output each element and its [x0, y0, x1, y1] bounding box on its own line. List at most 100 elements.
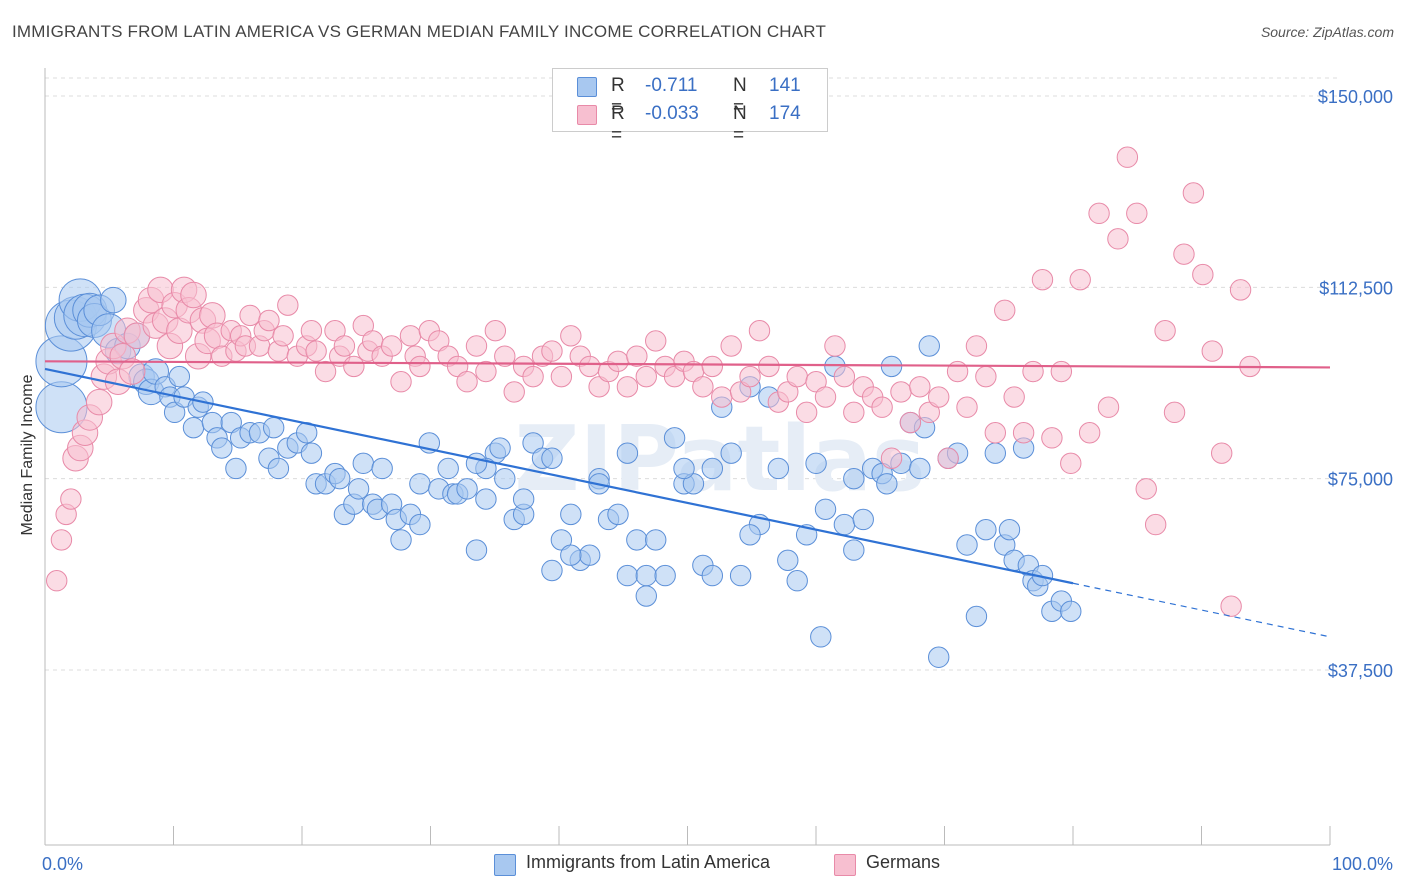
pink-point: [522, 365, 544, 388]
pink-point: [965, 335, 988, 357]
blue-point: [456, 478, 478, 500]
pink-point: [1097, 396, 1120, 418]
pink-point: [85, 388, 113, 416]
pink-point: [1107, 228, 1129, 250]
blue-point: [100, 286, 127, 314]
blue-point: [409, 473, 431, 495]
pink-point: [711, 386, 733, 408]
blue-point: [329, 467, 351, 490]
pink-point: [494, 345, 516, 367]
pink-point: [758, 355, 780, 378]
pink-point: [1229, 279, 1252, 301]
blue-point: [225, 457, 247, 480]
blue-point: [673, 457, 695, 480]
pink-point: [786, 365, 808, 388]
blue-point: [512, 488, 535, 510]
pink-point: [475, 360, 497, 383]
pink-point: [880, 447, 903, 469]
pink-point: [578, 355, 601, 378]
blue-point: [645, 529, 667, 551]
blue-point: [663, 427, 686, 449]
blue-point: [843, 467, 865, 490]
blue-point: [682, 473, 705, 495]
watermark: ZIPatlas: [514, 407, 925, 512]
blue-point: [390, 529, 412, 551]
blue-point: [975, 518, 997, 541]
blue-point: [984, 442, 1007, 464]
pink-point: [560, 325, 582, 347]
blue-point: [635, 564, 657, 587]
pink-point: [701, 355, 724, 378]
blue-point: [777, 549, 799, 572]
pink-point: [814, 386, 837, 408]
blue-trend-line: [44, 367, 1074, 585]
blue-point: [475, 488, 497, 510]
pink-point: [343, 355, 365, 378]
pink-point: [899, 411, 922, 434]
blue-point: [541, 447, 563, 469]
pink-point: [324, 320, 346, 342]
blue-point: [1060, 600, 1082, 623]
blue-point: [635, 585, 657, 607]
pink-point: [937, 447, 959, 469]
pink-point: [607, 350, 629, 373]
blue-point: [163, 401, 186, 424]
pink-point: [748, 320, 771, 342]
blue-point: [876, 473, 898, 495]
blue-point: [810, 626, 832, 648]
pink-point: [795, 401, 818, 424]
pink-point: [1069, 268, 1091, 291]
blue-point: [489, 437, 511, 459]
pink-point: [1135, 478, 1157, 500]
blue-point: [465, 539, 488, 561]
blue-point: [616, 564, 639, 587]
pink-point: [1182, 182, 1205, 204]
pink-point: [118, 358, 146, 385]
pink-point: [1116, 146, 1139, 168]
legend-immigrants: Immigrants from Latin America: [526, 852, 771, 872]
blue-point: [616, 442, 639, 464]
pink-point: [305, 340, 327, 362]
pink-point: [975, 365, 997, 388]
pink-point: [946, 360, 969, 383]
series-legend: Immigrants from Latin America Germans: [0, 852, 1406, 878]
pink-point: [456, 371, 478, 393]
blue-point: [300, 442, 323, 464]
blue-point: [182, 416, 205, 439]
r-value: -0.033: [645, 103, 699, 124]
pink-point: [928, 386, 950, 408]
y-tick-label: $112,500: [1319, 278, 1393, 298]
blue-point: [371, 457, 393, 480]
correlation-legend: R = -0.711 N = 141 R = -0.033 N = 174: [552, 68, 828, 146]
blue-point: [550, 529, 573, 551]
blue-point: [352, 452, 374, 475]
pink-point: [503, 381, 525, 403]
blue-point: [928, 646, 950, 668]
pink-point: [50, 529, 73, 551]
pink-point: [484, 320, 507, 342]
pink-point: [1201, 340, 1223, 362]
pink-point: [352, 314, 374, 337]
pink-point: [399, 325, 422, 347]
n-label: N =: [733, 75, 747, 118]
pink-point: [1144, 513, 1167, 536]
n-value: 141: [769, 75, 801, 96]
pink-point: [272, 325, 294, 347]
blue-point: [918, 335, 940, 357]
blue-point: [814, 498, 837, 520]
pink-point: [994, 299, 1016, 321]
blue-point: [541, 559, 563, 582]
blue-legend-swatch: [494, 854, 516, 876]
pink-point: [1012, 422, 1035, 444]
pink-point: [390, 371, 412, 393]
pink-point: [588, 376, 610, 398]
pink-point: [984, 422, 1007, 444]
r-label: R =: [611, 103, 625, 146]
blue-point: [522, 432, 544, 454]
y-tick-label: $150,000: [1318, 87, 1393, 107]
pink-point: [692, 376, 714, 398]
pink-point: [645, 330, 667, 352]
chart-title: IMMIGRANTS FROM LATIN AMERICA VS GERMAN …: [12, 22, 827, 41]
pink-point: [541, 340, 563, 362]
